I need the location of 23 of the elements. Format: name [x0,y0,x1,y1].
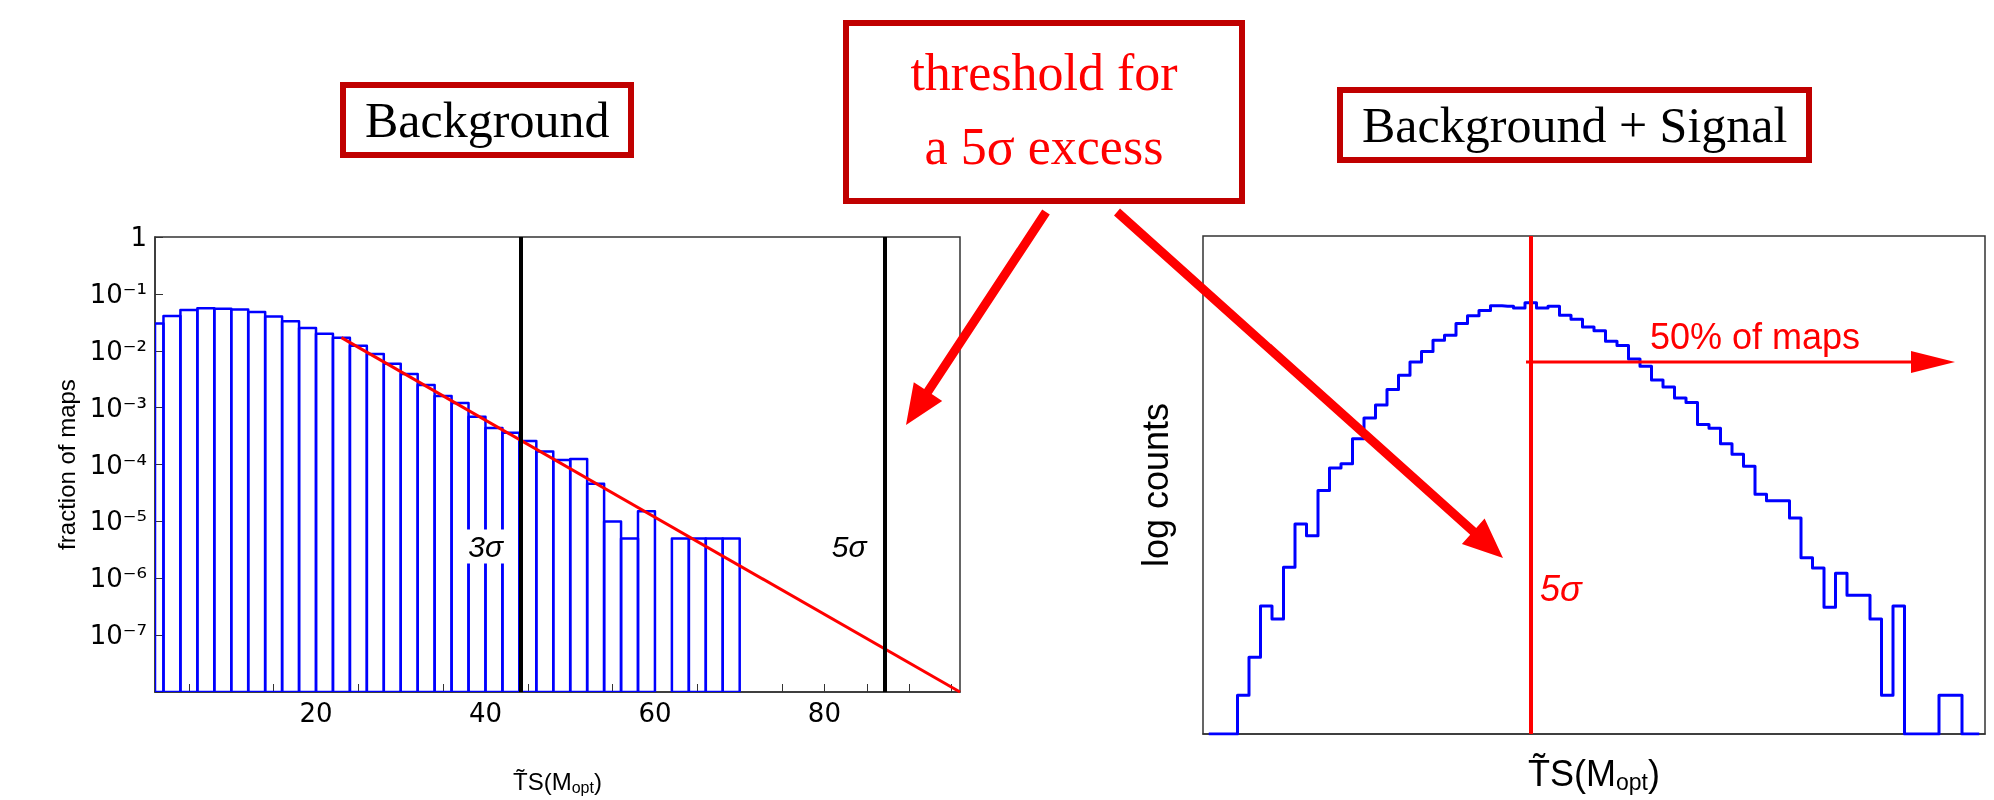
ref-line-label: 3σ [468,529,505,563]
y-axis-title: log counts [1134,402,1176,568]
annotation: 50% of maps [1650,315,1861,357]
y-tick-label: 1 [130,222,147,252]
y-tick-label: 10⁻⁷ [89,620,147,651]
ref-line-label: 5σ [831,529,869,563]
chart-title: Background [365,92,610,148]
x-axis-title: T̃S(Mopt) [1528,753,1660,795]
x-tick-label: 60 [638,698,672,728]
annotation: 5σ [1540,567,1584,609]
y-tick-label: 10⁻² [89,335,147,366]
y-tick-label: 10⁻³ [89,392,147,423]
x-tick-label: 20 [299,698,333,728]
text: threshold for a 5σ excess [843,20,1245,204]
y-tick-label: 10⁻¹ [89,278,147,309]
chart-title: Background + Signal [1362,97,1788,153]
x-axis-title: T̃S(Mopt) [513,768,602,796]
y-tick-label: 10⁻⁴ [89,449,147,480]
y-axis-title: fraction of maps [53,379,81,550]
x-tick-label: 80 [807,698,841,728]
y-tick-label: 10⁻⁵ [89,506,147,537]
y-tick-label: 10⁻⁶ [89,563,147,594]
x-tick-label: 40 [468,698,503,728]
